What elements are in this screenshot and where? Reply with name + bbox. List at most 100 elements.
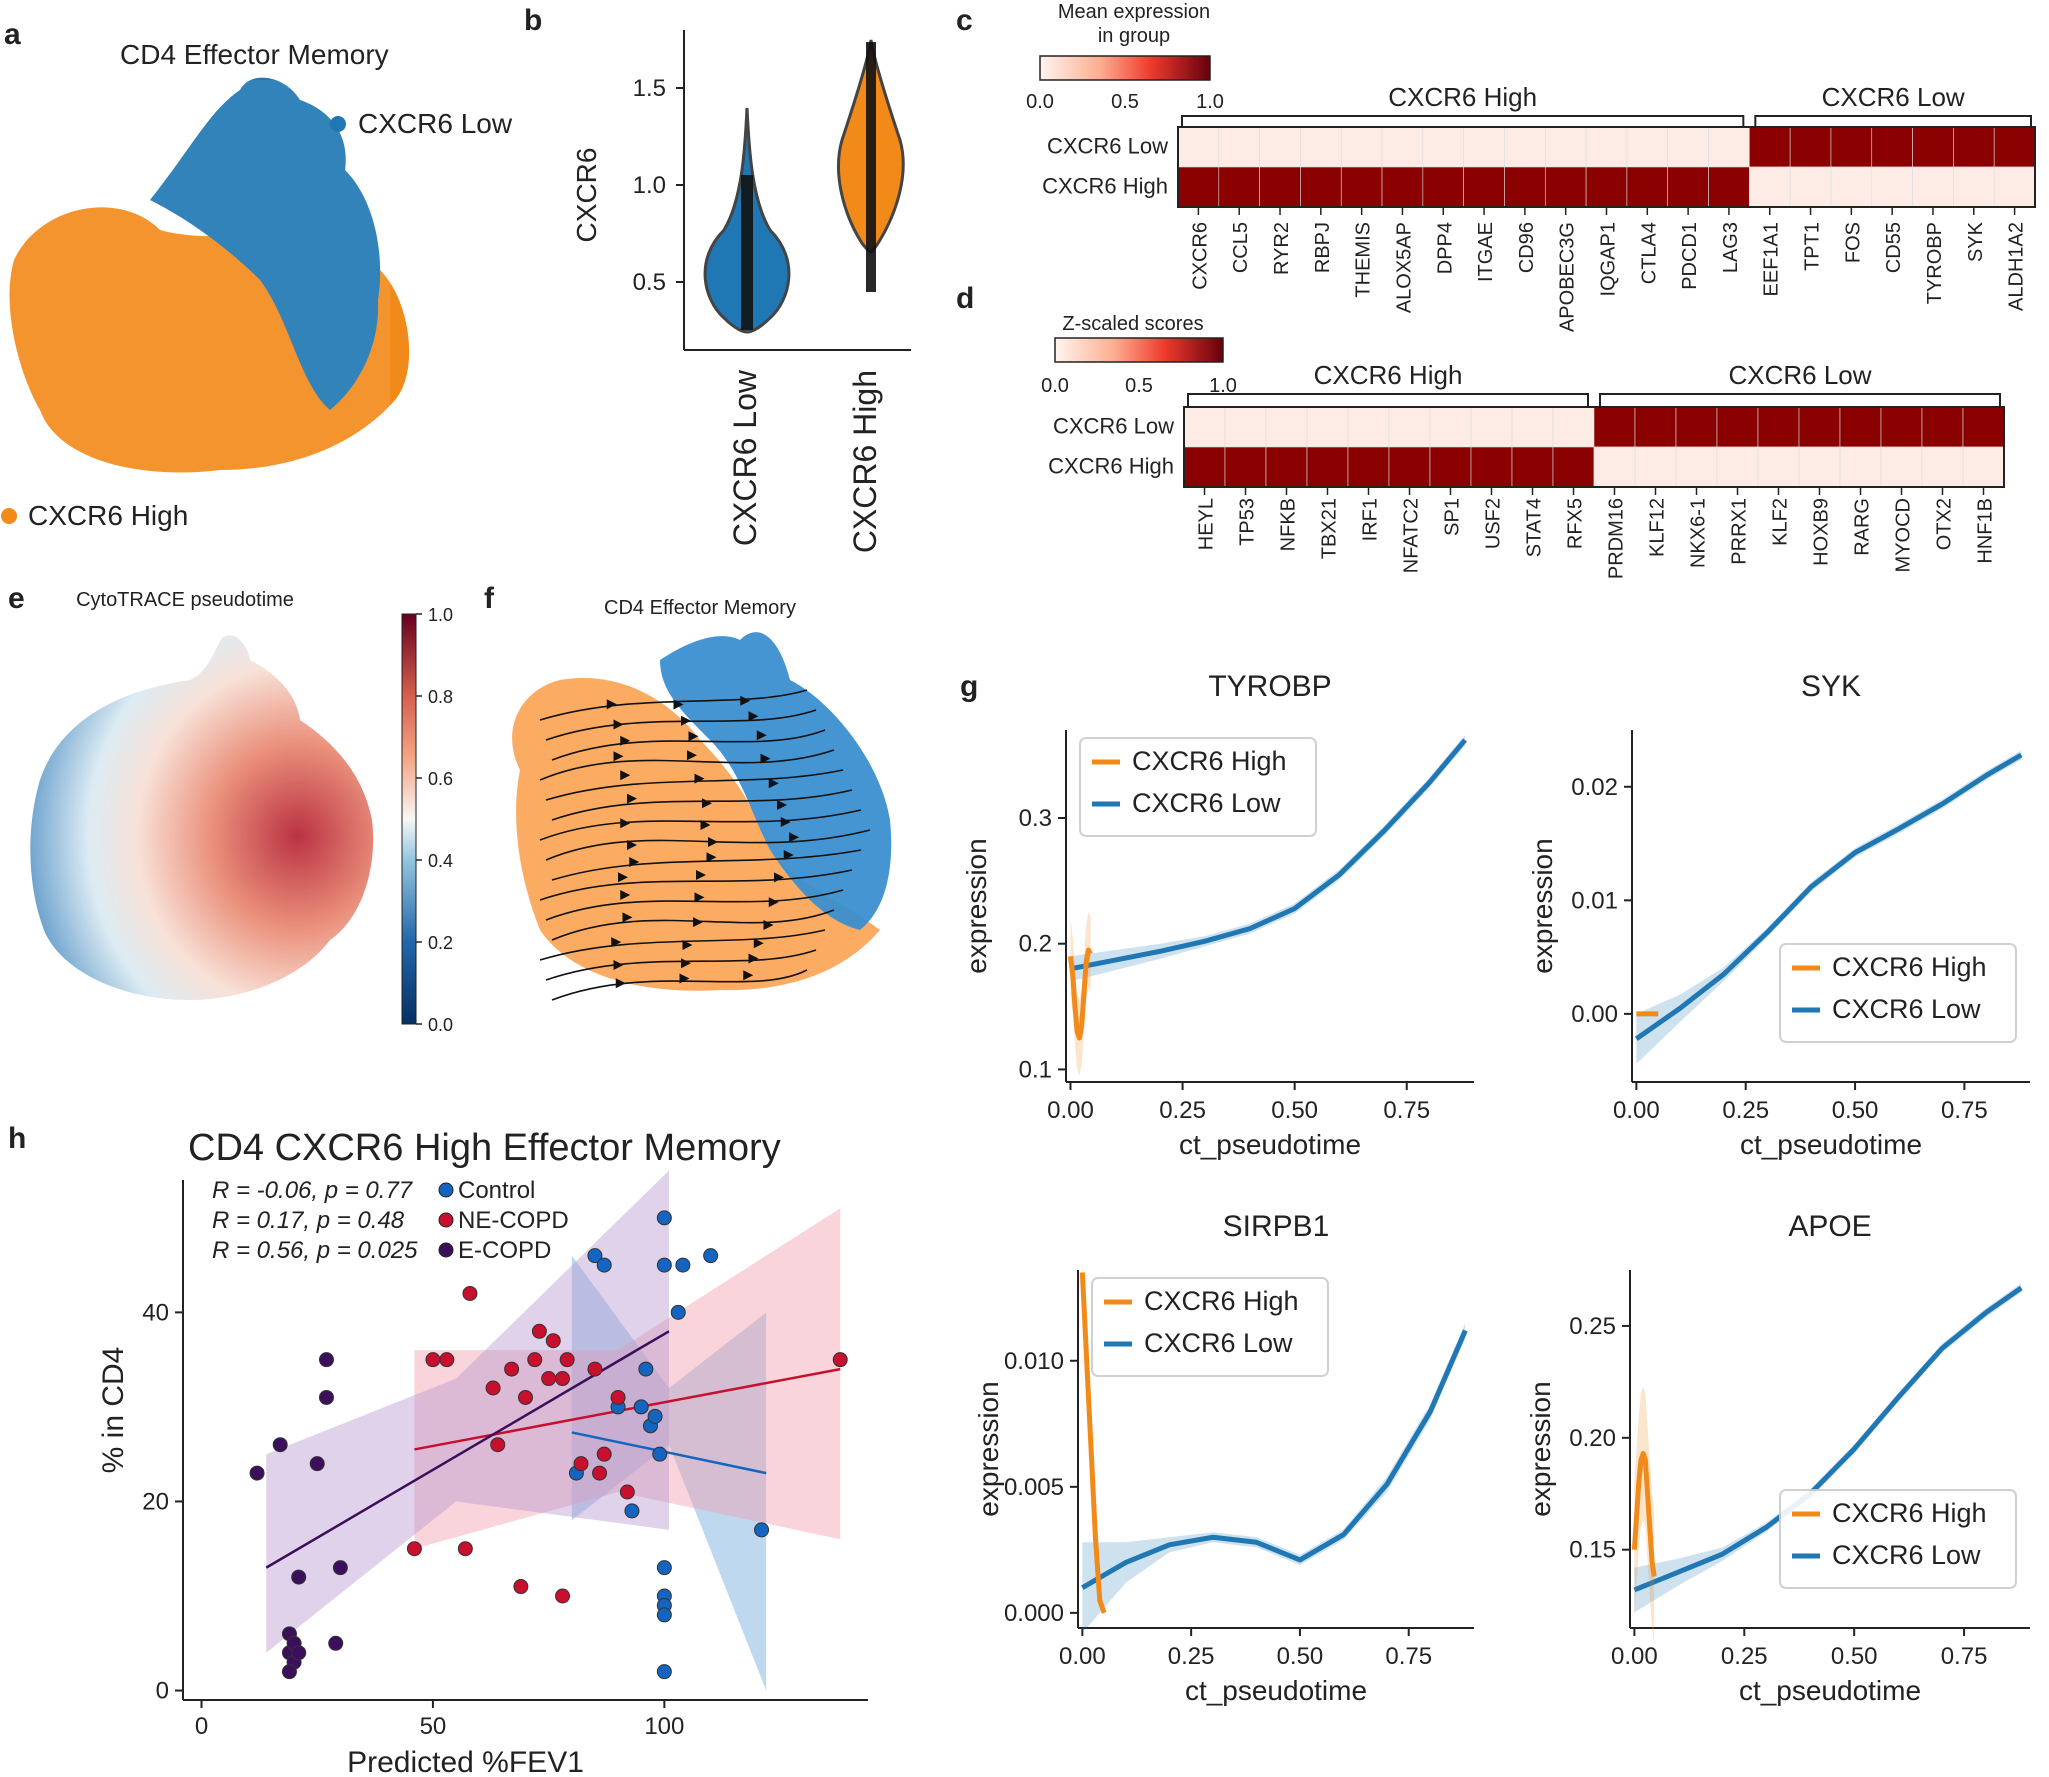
velocity-arrowhead bbox=[783, 850, 794, 861]
x-tick-label: 50 bbox=[420, 1713, 447, 1740]
series-line bbox=[1634, 752, 2023, 1041]
velocity-arrowhead bbox=[615, 978, 626, 989]
x-tick-label: 0.25 bbox=[1159, 1097, 1206, 1124]
legend-marker-ecopd bbox=[438, 1242, 454, 1258]
heatmap-gene-label: RFX5 bbox=[1565, 498, 1587, 549]
chart-tyrobp: TYROBP 0.00 0.25 0.50 0.75 0.1 0.2 0.3 ct_pseudo… bbox=[961, 670, 1474, 1160]
heatmap-gene-label: OTX2 bbox=[1934, 498, 1956, 550]
velocity-streams bbox=[539, 689, 871, 1001]
velocity-arrowhead bbox=[700, 819, 711, 830]
heatmap-gene-label: CXCR6 bbox=[1189, 222, 1211, 290]
velocity-stream bbox=[539, 749, 835, 781]
heatmap-cell bbox=[1798, 446, 1841, 488]
velocity-arrowhead bbox=[629, 857, 640, 868]
data-point bbox=[555, 1588, 571, 1604]
confidence-band bbox=[1636, 750, 2022, 1064]
panel-b-ytick: 1.5 bbox=[633, 75, 666, 102]
heatmap-cell bbox=[1675, 446, 1718, 488]
legend-label: CXCR6 Low bbox=[1832, 1540, 1981, 1570]
velocity-arrowhead bbox=[740, 695, 751, 706]
heatmap-group-bracket bbox=[1754, 115, 2032, 128]
panel-d: d Z-scaled scores 0.0 0.5 1.0 CXCR6 LowC… bbox=[956, 282, 2005, 579]
heatmap-cell bbox=[1585, 166, 1628, 208]
velocity-arrowhead bbox=[682, 939, 693, 950]
heatmap-cell bbox=[1340, 126, 1383, 168]
heatmap-group-label: CXCR6 High bbox=[1388, 82, 1537, 112]
heatmap-cell bbox=[1306, 446, 1349, 488]
heatmap-cell bbox=[1177, 126, 1220, 168]
heatmap-row-label: CXCR6 Low bbox=[1053, 413, 1174, 438]
x-tick-label: 0.25 bbox=[1721, 1643, 1768, 1670]
panel-f-label: f bbox=[484, 582, 495, 615]
panel-f-title: CD4 Effector Memory bbox=[604, 597, 796, 619]
y-tick-label: 0.000 bbox=[1004, 1600, 1064, 1627]
heatmap-gene-label: CD96 bbox=[1516, 222, 1538, 273]
heatmap-gene-label: TPT1 bbox=[1802, 222, 1824, 271]
heatmap-gene-label: EEF1A1 bbox=[1761, 222, 1783, 296]
data-point bbox=[610, 1389, 626, 1405]
heatmap-gene-label: CTLA4 bbox=[1638, 222, 1660, 284]
colorbar-d bbox=[1054, 337, 1224, 363]
x-axis-label: ct_pseudotime bbox=[1179, 1129, 1361, 1160]
heatmap-gene-label: MYOCD bbox=[1893, 498, 1915, 572]
heatmap-gene-label: CCL5 bbox=[1230, 222, 1252, 273]
data-point bbox=[425, 1352, 441, 1368]
y-tick-label: 0.2 bbox=[1019, 931, 1052, 958]
legend-label-high: CXCR6 High bbox=[28, 500, 188, 531]
heatmap-cell bbox=[1921, 446, 1964, 488]
heatmap-frame bbox=[1183, 406, 2005, 488]
heatmap-cell bbox=[1300, 166, 1342, 208]
heatmap-cell bbox=[1708, 166, 1750, 208]
heatmap-cell bbox=[1511, 406, 1554, 448]
velocity-arrowhead bbox=[748, 711, 759, 722]
velocity-arrowhead bbox=[606, 699, 617, 710]
velocity-arrowhead bbox=[777, 799, 787, 810]
velocity-stream bbox=[545, 949, 817, 981]
velocity-arrowhead bbox=[627, 839, 637, 850]
x-tick-label: 0.50 bbox=[1277, 1643, 1324, 1670]
heatmap-cell bbox=[1183, 406, 1226, 448]
data-point bbox=[490, 1437, 506, 1453]
heatmap-cell bbox=[1626, 126, 1669, 168]
velocity-arrowhead bbox=[706, 852, 717, 863]
colorbar-e bbox=[401, 613, 417, 1025]
regression-line bbox=[571, 1431, 767, 1475]
series-line bbox=[1633, 1285, 2023, 1593]
heatmap-cell bbox=[1265, 406, 1308, 448]
data-point bbox=[587, 1361, 603, 1377]
heatmap-cell bbox=[1871, 126, 1913, 168]
velocity-stream bbox=[551, 849, 862, 881]
heatmap-gene-label: IRF1 bbox=[1360, 498, 1382, 541]
velocity-cluster-high bbox=[512, 678, 880, 991]
heatmap-gene-label: HNF1B bbox=[1975, 498, 1997, 564]
data-point bbox=[656, 1560, 672, 1576]
heatmap-gene-label: LAG3 bbox=[1720, 222, 1742, 273]
y-axis-label: expression bbox=[1527, 838, 1558, 973]
heatmap-cell bbox=[1183, 446, 1226, 488]
data-point bbox=[619, 1484, 635, 1500]
velocity-stream bbox=[539, 869, 853, 901]
panel-e: e CytoTRACE pseudotime 0.0 0.2 0.4 0.6 0.8 1.… bbox=[8, 582, 453, 1035]
heatmap-cell bbox=[1626, 166, 1669, 208]
heatmap-gene-label: NFATC2 bbox=[1401, 498, 1423, 573]
data-point bbox=[485, 1380, 501, 1396]
heatmap-cell bbox=[1300, 126, 1342, 168]
heatmap-cell bbox=[1259, 126, 1301, 168]
velocity-arrowhead bbox=[613, 751, 624, 762]
heatmap-cell bbox=[1177, 166, 1220, 208]
x-axis-label: ct_pseudotime bbox=[1739, 1675, 1921, 1706]
confidence-band bbox=[1634, 1386, 1655, 1644]
data-point bbox=[754, 1522, 770, 1538]
legend-label: CXCR6 High bbox=[1132, 746, 1287, 776]
colorbar-d-tick: 0.0 bbox=[1041, 375, 1069, 397]
velocity-arrowhead bbox=[613, 719, 624, 730]
data-point bbox=[527, 1352, 543, 1368]
heatmap-cell bbox=[1634, 446, 1677, 488]
heatmap-cell bbox=[1422, 166, 1464, 208]
data-point bbox=[318, 1389, 334, 1405]
data-point bbox=[656, 1664, 672, 1680]
y-tick-label: 0.02 bbox=[1571, 774, 1618, 801]
panel-e-label: e bbox=[8, 582, 25, 615]
heatmap-gene-label: ALDH1A2 bbox=[2006, 222, 2028, 311]
heatmap-cell bbox=[1708, 126, 1750, 168]
